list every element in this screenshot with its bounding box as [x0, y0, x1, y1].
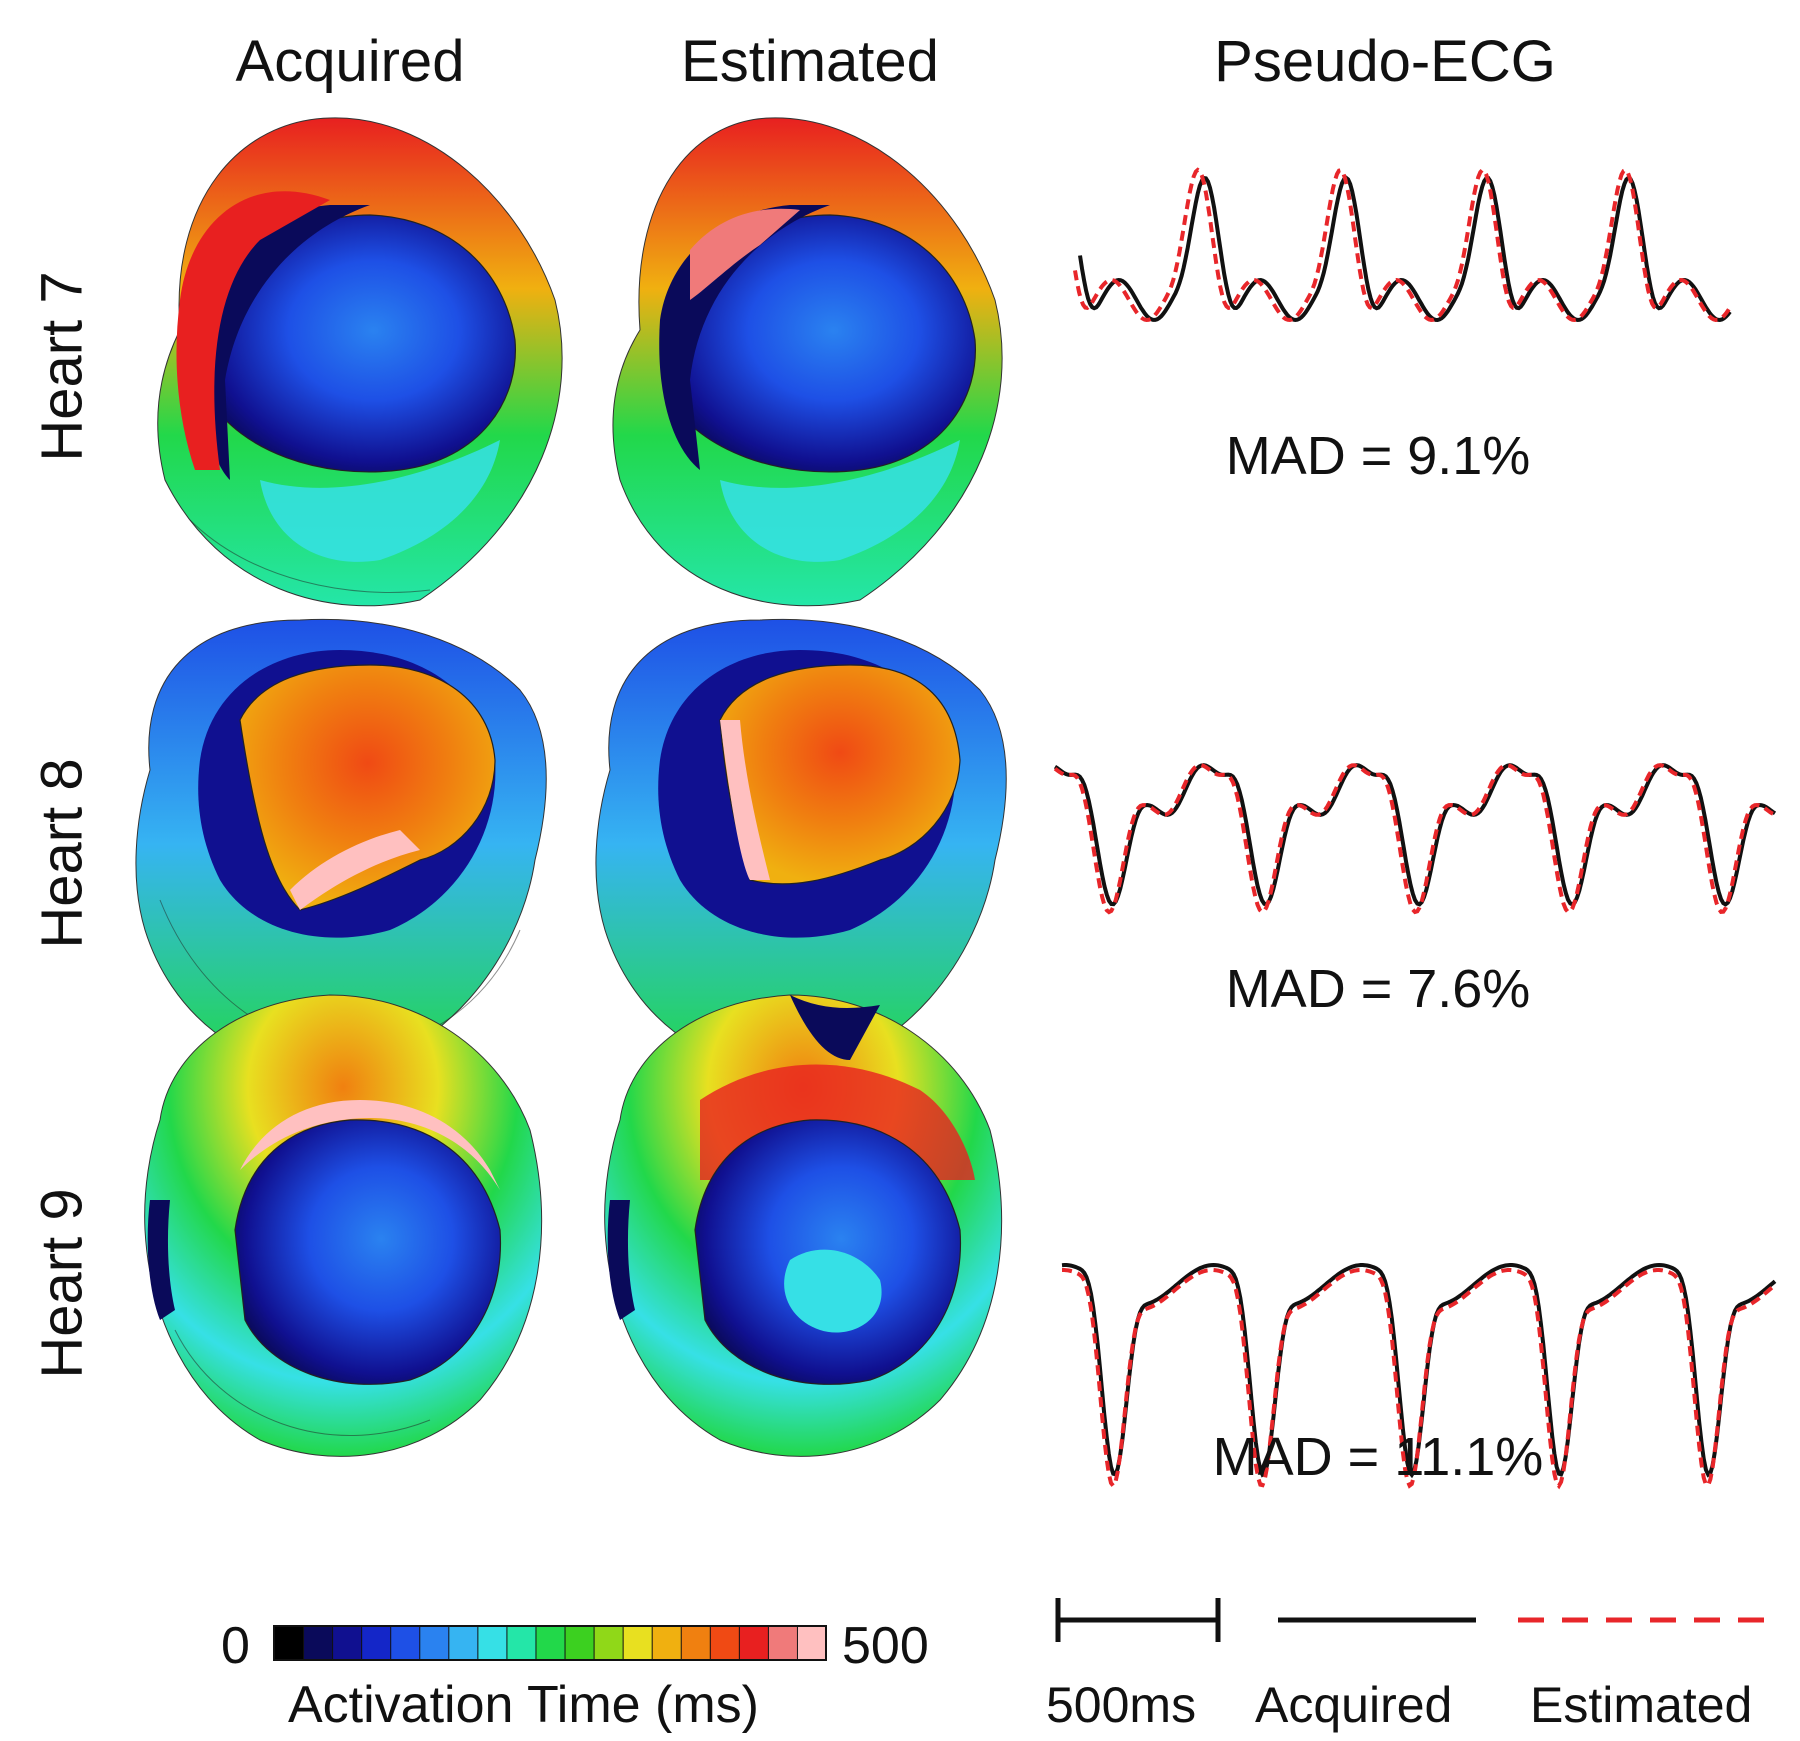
colorbar-swatch	[534, 1625, 566, 1661]
mad-heart-7: MAD = 9.1%	[1225, 426, 1531, 486]
colorbar-frame	[273, 1625, 827, 1661]
colorbar-swatch	[680, 1625, 711, 1661]
colorbar-max-label: 500	[842, 1617, 929, 1675]
ecg-7-estimated-line	[1073, 167, 1732, 323]
heart-8-acquired	[135, 618, 547, 1071]
colorbar-swatch	[418, 1625, 450, 1661]
colorbar-swatch	[651, 1625, 682, 1661]
legend-acquired-label: Acquired	[1255, 1677, 1453, 1733]
colorbar-swatch	[447, 1625, 479, 1661]
ecg-8-estimated-line	[1053, 763, 1776, 915]
ecg-9-acquired-line	[1061, 1262, 1777, 1479]
colorbar-swatch	[302, 1625, 334, 1661]
ecg-8-acquired-line	[1053, 763, 1777, 907]
colorbar-swatch	[709, 1625, 740, 1661]
colorbar-swatch	[360, 1625, 392, 1661]
colorbar-swatch	[273, 1625, 305, 1661]
colorbar-swatch	[593, 1625, 624, 1661]
ecg-chart-heart-7	[1073, 167, 1732, 323]
colorbar-swatch	[505, 1625, 537, 1661]
column-header-acquired: Acquired	[235, 29, 465, 94]
ecg-9-estimated-line	[1062, 1267, 1777, 1490]
ecg-legend	[1055, 1598, 1770, 1642]
heart-9-acquired	[144, 994, 542, 1457]
heart-7-estimated	[612, 117, 1003, 607]
column-header-estimated: Estimated	[681, 29, 939, 94]
mad-heart-9: MAD = 11.1%	[1212, 1427, 1544, 1487]
ecg-chart-heart-9	[1061, 1262, 1777, 1490]
ecg-chart-heart-8	[1053, 763, 1777, 915]
scale-bar-label: 500ms	[1046, 1677, 1197, 1733]
mad-heart-8: MAD = 7.6%	[1225, 959, 1531, 1019]
colorbar	[273, 1625, 828, 1661]
heart-9-estimated	[604, 994, 1002, 1457]
colorbar-swatch	[622, 1625, 653, 1661]
legend-estimated-label: Estimated	[1530, 1677, 1753, 1733]
colorbar-swatch	[476, 1625, 508, 1661]
colorbar-swatch	[331, 1625, 363, 1661]
colorbar-swatch	[564, 1625, 595, 1661]
column-header-pseudo-ecg: Pseudo-ECG	[1214, 29, 1556, 94]
colorbar-swatch	[738, 1625, 769, 1661]
heart-8-estimated	[595, 618, 1007, 1071]
colorbar-swatch	[389, 1625, 421, 1661]
ecg-7-acquired-line	[1078, 175, 1732, 323]
colorbar-swatch	[796, 1625, 828, 1661]
heart-7-acquired	[157, 117, 563, 607]
colorbar-title: Activation Time (ms)	[288, 1676, 759, 1734]
colorbar-min-label: 0	[221, 1617, 250, 1675]
colorbar-swatch	[767, 1625, 798, 1661]
